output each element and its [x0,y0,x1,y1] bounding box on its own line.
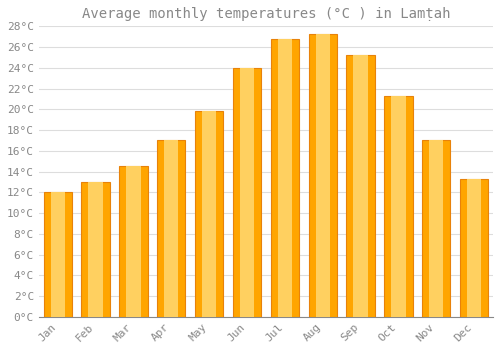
Bar [195,111,224,317]
Bar [429,140,444,317]
Bar [233,68,261,317]
Bar [270,39,299,317]
Title: Average monthly temperatures (°C ) in Lamṭah: Average monthly temperatures (°C ) in La… [82,7,450,21]
Bar [460,179,488,317]
Bar [82,182,110,317]
Bar [422,140,450,317]
Bar [467,179,481,317]
Bar [316,34,330,317]
Bar [278,39,292,317]
Bar [346,55,375,317]
Bar [164,140,178,317]
Bar [88,182,102,317]
Bar [157,140,186,317]
Bar [126,166,140,317]
Bar [44,192,72,317]
Bar [202,111,216,317]
Bar [119,166,148,317]
Bar [354,55,368,317]
Bar [392,96,406,317]
Bar [240,68,254,317]
Bar [308,34,337,317]
Bar [50,192,65,317]
Bar [384,96,412,317]
